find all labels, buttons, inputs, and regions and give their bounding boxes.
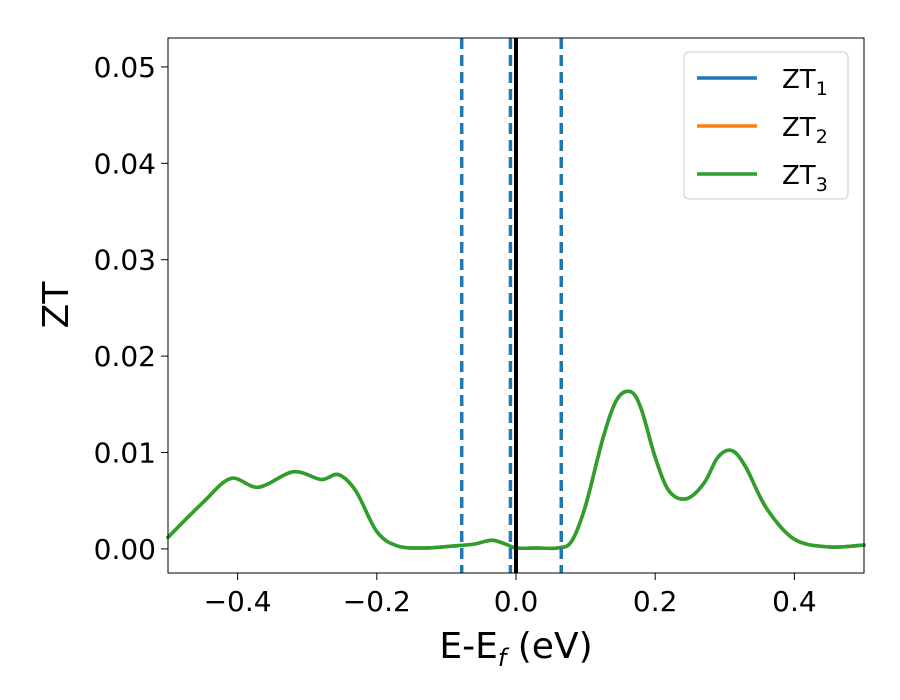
series-line-zt3 [166, 389, 866, 551]
y-tick-label: 0.04 [94, 147, 156, 180]
x-tick-label: 0.2 [633, 585, 678, 618]
y-axis-title: ZT [36, 281, 77, 329]
legend-box [683, 51, 849, 200]
x-axis-title-main: E-E [439, 626, 497, 667]
legend-label-zt1: ZT1 [782, 65, 828, 100]
legend-label-zt2: ZT2 [782, 113, 828, 148]
x-tick-label: 0.4 [772, 585, 817, 618]
y-tick-label: 0.01 [94, 437, 156, 470]
legend-label-zt3: ZT3 [782, 161, 828, 196]
x-tick-label: −0.2 [343, 585, 411, 618]
x-axis-title-unit: (eV) [506, 626, 592, 667]
x-axis-title: E-Ef (eV) [439, 626, 592, 672]
series-lines [166, 389, 866, 551]
y-tick-label: 0.02 [94, 340, 156, 373]
legend: ZT1 ZT2 ZT3 [683, 51, 849, 200]
x-tick-label: 0.0 [494, 585, 539, 618]
x-axis-ticks: −0.4 −0.2 0.0 0.2 0.4 [204, 573, 817, 618]
vertical-lines [459, 38, 563, 573]
y-tick-label: 0.00 [94, 533, 156, 566]
x-tick-label: −0.4 [204, 585, 272, 618]
y-axis-ticks: 0.00 0.01 0.02 0.03 0.04 0.05 [94, 51, 168, 566]
y-tick-label: 0.03 [94, 244, 156, 277]
y-tick-label: 0.05 [94, 51, 156, 84]
